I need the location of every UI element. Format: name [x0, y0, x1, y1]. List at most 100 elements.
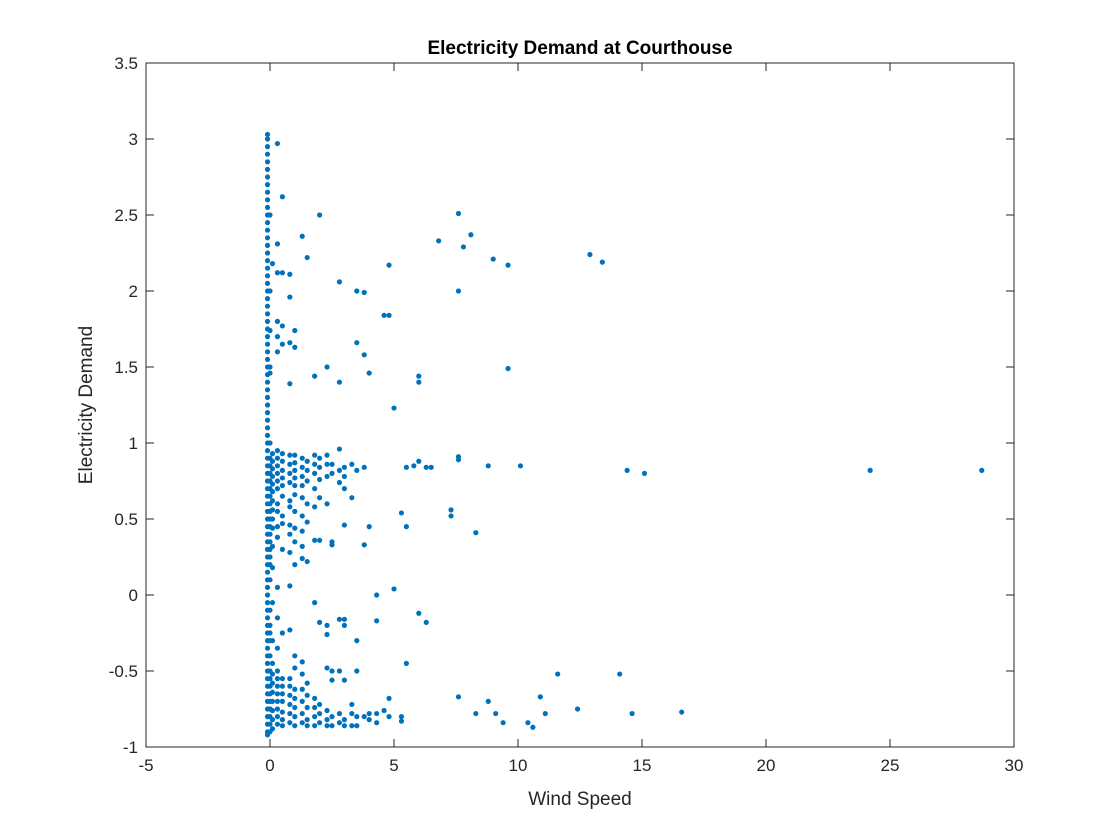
scatter-point [267, 653, 273, 659]
scatter-point [354, 340, 360, 346]
scatter-point [317, 464, 323, 470]
scatter-point [587, 251, 593, 258]
scatter-point [455, 694, 462, 700]
scatter-point [274, 463, 281, 469]
scatter-point [304, 501, 310, 507]
scatter-point [525, 720, 531, 726]
scatter-point [304, 692, 310, 698]
scatter-point [267, 721, 273, 727]
scatter-point [279, 482, 285, 489]
scatter-point [555, 671, 561, 677]
scatter-point [274, 470, 281, 476]
scatter-point [269, 458, 276, 464]
scatter-point [287, 531, 293, 537]
scatter-point [279, 723, 285, 729]
scatter-point [274, 615, 281, 621]
scatter-point [324, 723, 330, 729]
scatter-point [274, 524, 281, 530]
scatter-point [312, 452, 318, 458]
y-axis-label: Electricity Demand [76, 326, 97, 484]
scatter-point [336, 710, 343, 717]
scatter-point [274, 334, 281, 340]
scatter-point [287, 504, 293, 510]
scatter-point [428, 464, 434, 470]
scatter-point [287, 381, 293, 387]
scatter-point [274, 349, 281, 355]
scatter-point [354, 668, 360, 674]
scatter-point [374, 592, 380, 598]
scatter-point [312, 600, 318, 606]
scatter-point [341, 717, 347, 723]
scatter-point [324, 501, 330, 507]
scatter-point [354, 467, 360, 473]
scatter-point [299, 555, 305, 562]
scatter-point [317, 710, 323, 717]
scatter-point [264, 432, 271, 438]
scatter-point [329, 542, 335, 548]
scatter-point [279, 451, 285, 457]
scatter-point [292, 475, 298, 481]
scatter-point [460, 244, 467, 250]
scatter-point [279, 323, 285, 329]
scatter-point [264, 303, 271, 309]
scatter-point [279, 513, 285, 519]
scatter-point [381, 312, 387, 318]
scatter-point [269, 466, 276, 472]
scatter-point [287, 710, 293, 717]
scatter-point [574, 706, 581, 712]
scatter-point [274, 140, 281, 147]
scatter-point [304, 723, 310, 729]
scatter-point [279, 270, 285, 276]
scatter-point [264, 131, 271, 138]
scatter-point [292, 686, 298, 692]
scatter-point [391, 405, 397, 411]
scatter-point [287, 583, 293, 589]
scatter-point [264, 174, 271, 180]
scatter-point [530, 724, 536, 730]
scatter-point [264, 204, 271, 210]
scatter-point [354, 638, 360, 644]
scatter-point [341, 473, 347, 480]
x-tick-label: -5 [138, 756, 153, 775]
scatter-point [329, 677, 335, 683]
scatter-point [274, 584, 281, 591]
scatter-point [264, 296, 271, 302]
scatter-point [264, 136, 271, 142]
scatter-point [292, 562, 298, 568]
scatter-point [324, 364, 330, 370]
scatter-point [269, 638, 276, 644]
scatter-point [264, 394, 271, 400]
scatter-point [317, 720, 323, 726]
scatter-point [304, 458, 310, 464]
scatter-point [274, 478, 281, 484]
scatter-point [279, 683, 285, 689]
scatter-point [473, 710, 479, 717]
scatter-point [455, 210, 462, 217]
scatter-point [304, 519, 310, 525]
scatter-point [366, 717, 372, 723]
scatter-point [279, 520, 285, 527]
scatter-point [264, 250, 271, 256]
scatter-point [416, 379, 422, 385]
scatter-point [299, 686, 305, 692]
scatter-point [292, 492, 298, 498]
scatter-point [329, 461, 335, 467]
y-axis: -1 -0.5 0 0.5 1 1.5 2 2.5 3 3.5 [109, 54, 1014, 757]
scatter-point [264, 349, 271, 355]
scatter-point [455, 457, 462, 463]
scatter-point [274, 318, 281, 324]
scatter-point [267, 607, 273, 613]
scatter-point [398, 714, 405, 720]
scatter-point [264, 151, 271, 157]
scatter-point [279, 709, 285, 715]
scatter-point [354, 714, 360, 720]
scatter-point [292, 704, 298, 711]
scatter-point [269, 680, 276, 686]
scatter-point [299, 528, 305, 534]
scatter-point [448, 507, 454, 513]
scatter-point [341, 522, 347, 528]
scatter-point [336, 467, 343, 473]
scatter-point [264, 220, 271, 226]
scatter-point [292, 452, 298, 458]
